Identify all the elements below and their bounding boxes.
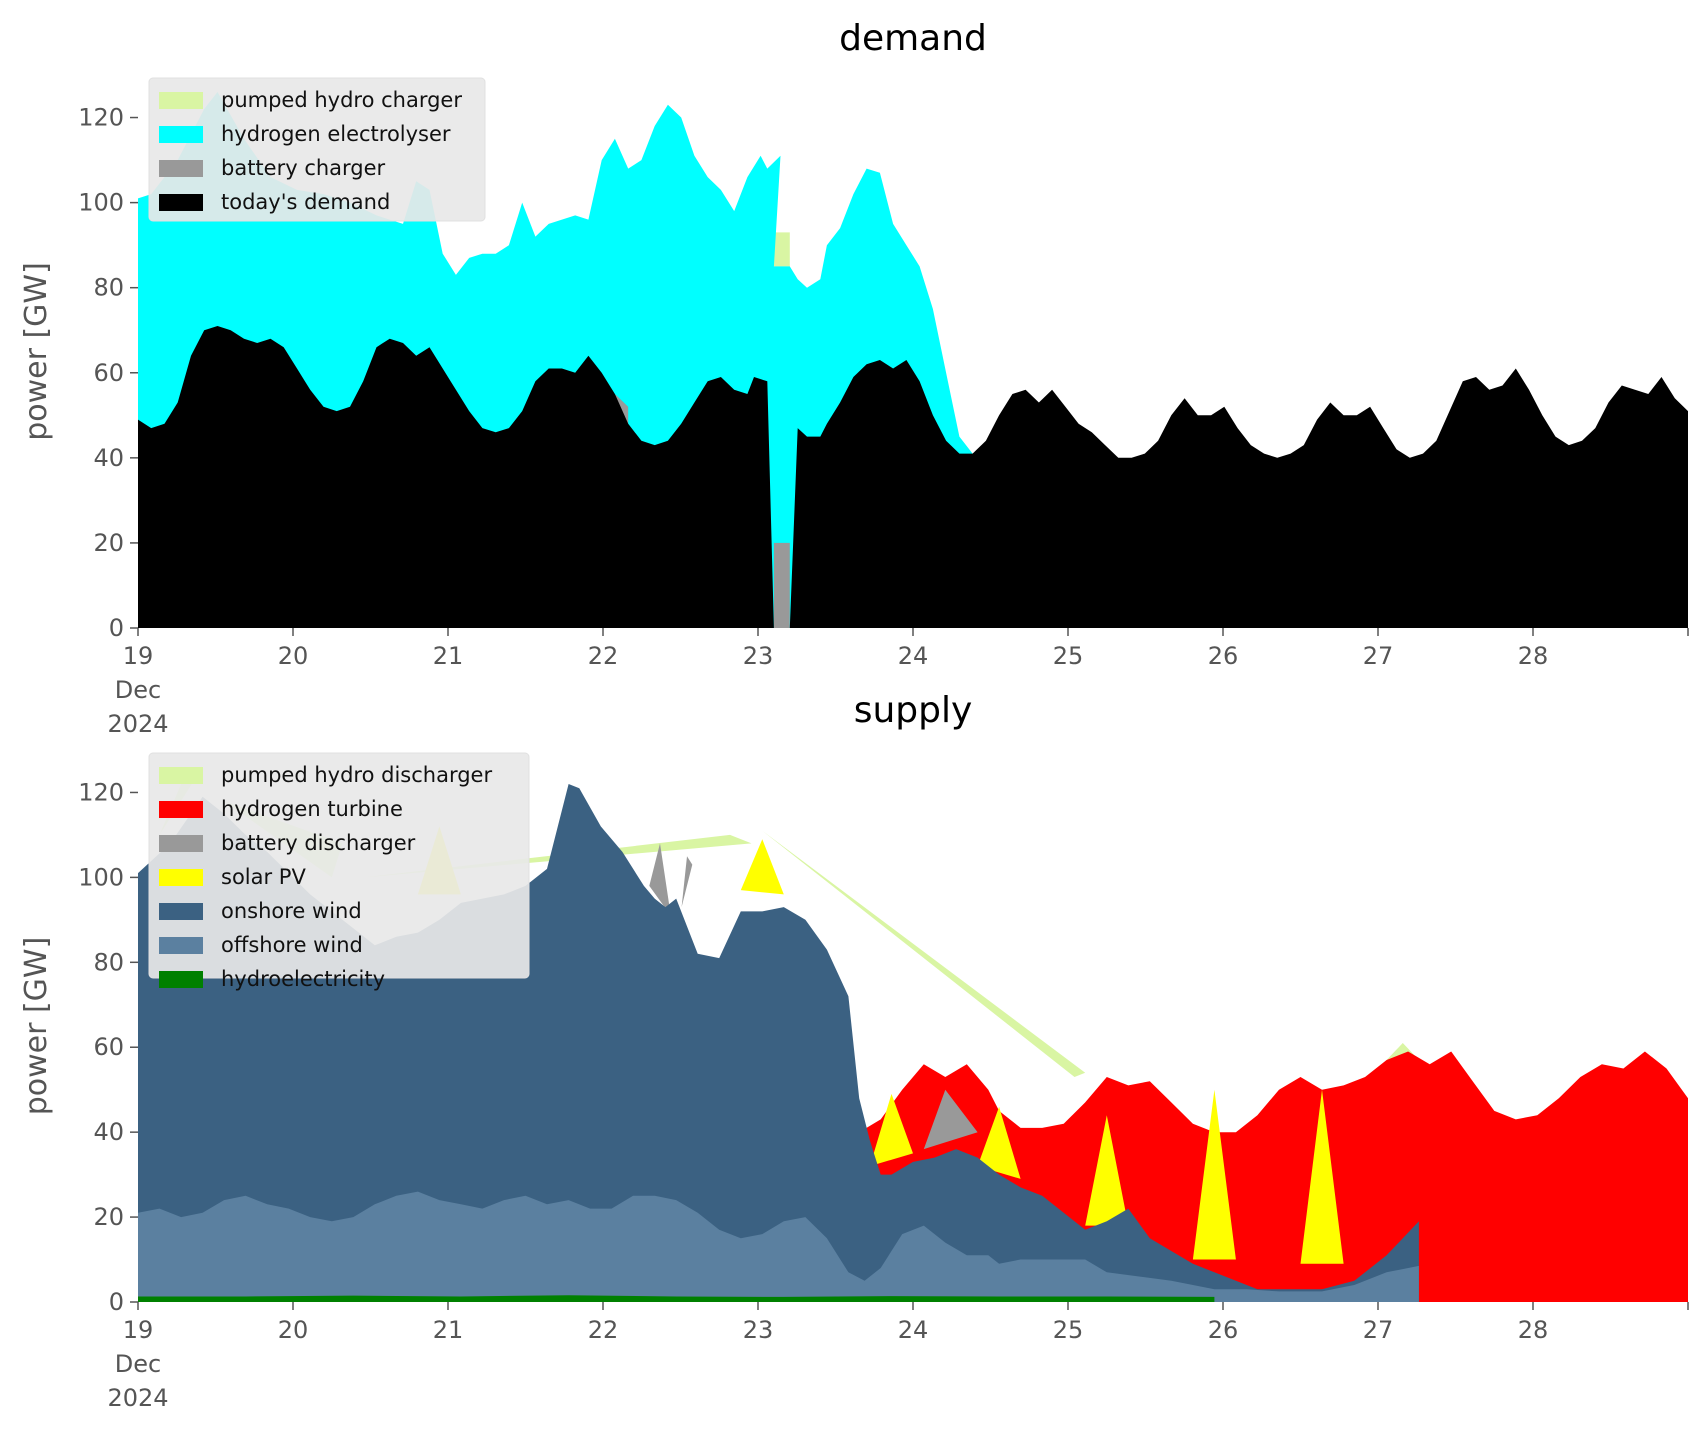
y-tick-label: 40 xyxy=(93,444,124,472)
x-tick-label: 22 xyxy=(588,642,619,670)
x-tick-label: 26 xyxy=(1208,642,1239,670)
series-pumped-hydro-charger xyxy=(771,232,790,267)
x-tick-label: 28 xyxy=(1518,642,1549,670)
y-tick-label: 60 xyxy=(93,1033,124,1061)
y-axis-label: power [GW] xyxy=(19,262,54,441)
legend-swatch xyxy=(159,835,203,852)
x-tick-label: 25 xyxy=(1053,1316,1084,1344)
x-tick-label: 22 xyxy=(588,1316,619,1344)
legend-box xyxy=(148,752,530,979)
y-tick-label: 20 xyxy=(93,529,124,557)
x-tick-label: 21 xyxy=(433,642,464,670)
legend-swatch xyxy=(159,971,203,988)
y-tick-label: 100 xyxy=(78,863,124,891)
legend-label: hydroelectricity xyxy=(221,967,385,991)
legend: pumped hydro discharger hydrogen turbine b… xyxy=(148,752,530,991)
x-tick-label: 25 xyxy=(1053,642,1084,670)
x-tick-label: 24 xyxy=(898,642,929,670)
x-tick-label: 23 xyxy=(743,1316,774,1344)
legend-label: battery discharger xyxy=(221,831,416,855)
legend-label: offshore wind xyxy=(221,933,363,957)
legend-swatch xyxy=(159,937,203,954)
y-tick-label: 80 xyxy=(93,948,124,976)
series-today-s-demand xyxy=(138,326,1688,628)
legend-label: onshore wind xyxy=(221,899,362,923)
y-tick-label: 40 xyxy=(93,1118,124,1146)
y-tick-label: 80 xyxy=(93,274,124,302)
chart-title: supply xyxy=(854,690,973,731)
plot-area xyxy=(138,92,1688,628)
legend-swatch xyxy=(159,126,203,143)
x-tick-label: 28 xyxy=(1518,1316,1549,1344)
x-tick-label: 19 xyxy=(123,642,154,670)
legend-swatch xyxy=(159,160,203,177)
y-tick-label: 0 xyxy=(109,614,124,642)
legend-swatch xyxy=(159,869,203,886)
y-tick-label: 120 xyxy=(78,104,124,132)
x-tick-label: 21 xyxy=(433,1316,464,1344)
demand-panel: demand 0 20 40 60 80 100 120 19 Dec 2024 20 21 22 23 24… xyxy=(19,18,1689,738)
legend-label: battery charger xyxy=(221,156,386,180)
legend-label: solar PV xyxy=(221,865,306,889)
series-battery-discharger xyxy=(649,843,978,1150)
x-tick-label: 19 xyxy=(123,1316,154,1344)
legend-label: hydrogen turbine xyxy=(221,797,403,821)
y-tick-label: 0 xyxy=(109,1288,124,1316)
y-tick-label: 100 xyxy=(78,189,124,217)
legend-label: hydrogen electrolyser xyxy=(221,122,451,146)
legend: pumped hydro charger hydrogen electrolyse… xyxy=(148,77,486,222)
legend-swatch xyxy=(159,801,203,818)
series-offshore-wind xyxy=(138,1191,1419,1302)
x-tick-label: 24 xyxy=(898,1316,929,1344)
supply-panel: supply 0 20 40 60 80 100 120 19 Dec 2024 20 21 22 23 24… xyxy=(19,690,1689,1412)
x-tick-label: 2024 xyxy=(107,1384,168,1412)
legend-swatch xyxy=(159,903,203,920)
legend-label: pumped hydro charger xyxy=(221,88,462,112)
plot-area xyxy=(138,767,1688,1302)
x-tick-label: 2024 xyxy=(107,710,168,738)
y-tick-label: 120 xyxy=(78,778,124,806)
x-tick-label: Dec xyxy=(115,676,161,704)
x-tick-label: 20 xyxy=(278,1316,309,1344)
legend-label: pumped hydro discharger xyxy=(221,763,492,787)
legend-label: today's demand xyxy=(221,190,390,214)
chart-title: demand xyxy=(839,18,987,59)
legend-box xyxy=(148,77,486,222)
x-tick-label: 27 xyxy=(1363,642,1394,670)
x-tick-label: 20 xyxy=(278,642,309,670)
legend-swatch xyxy=(159,92,203,109)
x-tick-label: 26 xyxy=(1208,1316,1239,1344)
legend-swatch xyxy=(159,194,203,211)
x-tick-label: Dec xyxy=(115,1350,161,1378)
y-tick-label: 20 xyxy=(93,1203,124,1231)
y-tick-label: 60 xyxy=(93,359,124,387)
legend-swatch xyxy=(159,767,203,784)
x-tick-label: 27 xyxy=(1363,1316,1394,1344)
series-solar-pv xyxy=(417,826,1344,1264)
series-hydroelectricity xyxy=(138,1295,1215,1302)
x-tick-label: 23 xyxy=(743,642,774,670)
y-axis-label: power [GW] xyxy=(19,937,54,1116)
